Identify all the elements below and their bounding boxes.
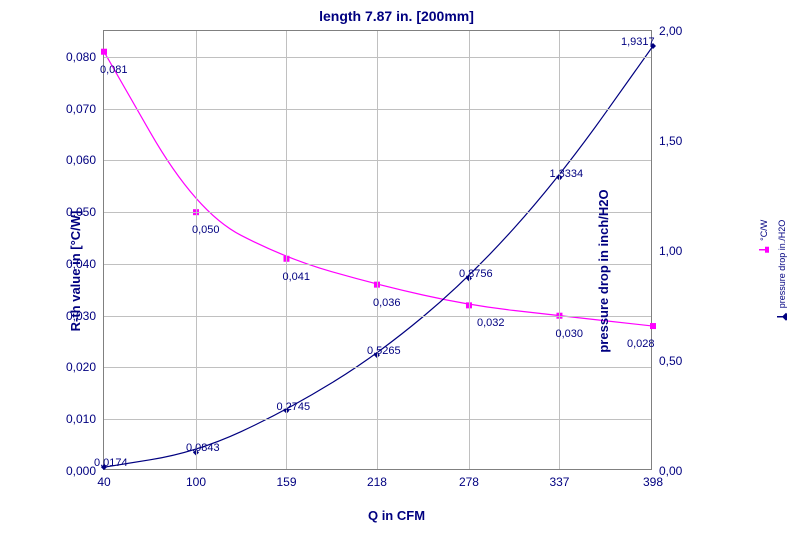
marker-square (101, 49, 107, 55)
x-tick-label: 40 (97, 475, 110, 489)
data-point-label: 0,041 (282, 271, 310, 283)
grid-line-v (196, 31, 197, 469)
y2-tick-label: 0,50 (659, 354, 682, 368)
legend-item: pressure drop in./H2O (777, 219, 787, 322)
y1-tick-label: 0,010 (66, 412, 96, 426)
data-point-label: 0,028 (627, 338, 655, 350)
marker-square (650, 323, 656, 329)
y2-tick-label: 0,00 (659, 464, 682, 478)
grid-line-h (104, 109, 651, 110)
y2-tick-label: 1,00 (659, 244, 682, 258)
legend-item: °C/W (759, 219, 769, 322)
y1-tick-label: 0,000 (66, 464, 96, 478)
grid-line-h (104, 57, 651, 58)
y1-axis-label: R-th value in [°C/W] (68, 210, 83, 331)
x-tick-label: 100 (186, 475, 206, 489)
data-point-label: 0,2745 (276, 401, 310, 413)
legend-item-label: pressure drop in./H2O (777, 219, 787, 308)
grid-line-h (104, 212, 651, 213)
y1-tick-label: 0,070 (66, 102, 96, 116)
legend: °C/W pressure drop in./H2O (759, 219, 787, 322)
y1-tick-label: 0,020 (66, 360, 96, 374)
data-point-label: 0,5265 (367, 345, 401, 357)
data-point-label: 1,9317 (621, 36, 655, 48)
x-tick-label: 218 (367, 475, 387, 489)
y2-tick-label: 2,00 (659, 24, 682, 38)
y2-axis-label: pressure drop in inch/H2O (596, 189, 611, 352)
data-point-label: 0,081 (100, 64, 128, 76)
y2-tick-label: 1,50 (659, 134, 682, 148)
data-point-label: 0,8756 (459, 268, 493, 280)
grid-line-h (104, 367, 651, 368)
grid-line-h (104, 419, 651, 420)
grid-line-v (469, 31, 470, 469)
data-point-label: 0,032 (477, 317, 505, 329)
grid-line-h (104, 316, 651, 317)
grid-line-v (559, 31, 560, 469)
data-point-label: 1,3334 (549, 168, 583, 180)
legend-item-label: °C/W (759, 219, 769, 240)
chart-title: length 7.87 in. [200mm] (319, 8, 474, 24)
x-tick-label: 159 (276, 475, 296, 489)
grid-line-v (377, 31, 378, 469)
diamond-icon (777, 312, 787, 322)
data-point-label: 0,030 (555, 328, 583, 340)
data-point-label: 0,050 (192, 224, 220, 236)
y1-tick-label: 0,080 (66, 50, 96, 64)
grid-line-h (104, 160, 651, 161)
y1-tick-label: 0,060 (66, 153, 96, 167)
data-point-label: 0,0174 (94, 457, 128, 469)
data-point-label: 0,0843 (186, 442, 220, 454)
x-tick-label: 337 (549, 475, 569, 489)
x-axis-label: Q in CFM (368, 508, 425, 523)
data-point-label: 0,036 (373, 297, 401, 309)
grid-line-h (104, 264, 651, 265)
square-icon (759, 244, 769, 254)
x-tick-label: 278 (459, 475, 479, 489)
chart-container: length 7.87 in. [200mm] 4010015921827833… (0, 0, 793, 541)
plot-area: 401001592182783373980,0000,0100,0200,030… (103, 30, 652, 470)
